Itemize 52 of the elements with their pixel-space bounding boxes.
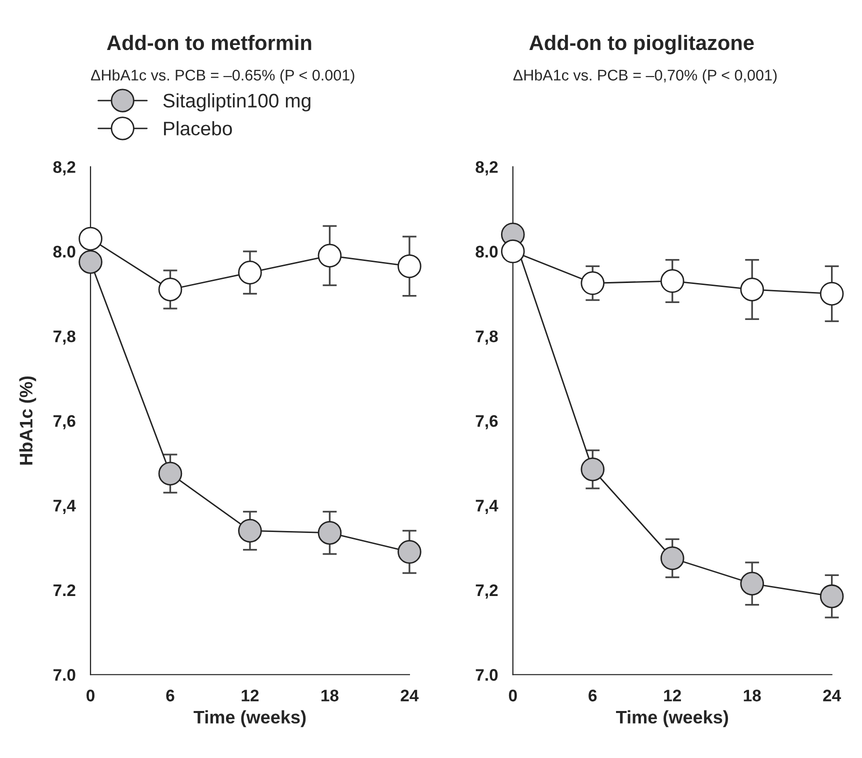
point (740, 572, 764, 596)
y-tick-label: 8,2 (53, 161, 76, 176)
point (501, 240, 525, 264)
point (580, 271, 605, 296)
point (238, 518, 262, 543)
point (820, 584, 844, 608)
chart-title: Add-on to metformin (106, 34, 312, 50)
x-tick-label: 12 (664, 690, 681, 702)
legend-label: Placebo (164, 121, 232, 136)
y-tick-label: 7,6 (476, 415, 498, 430)
y-tick-label: 7,2 (476, 584, 498, 599)
x-tick-label: 6 (588, 690, 597, 702)
y-tick-label: 7,4 (476, 500, 498, 514)
point (318, 244, 342, 268)
chart-title: Add-on to pioglitazone (529, 34, 754, 54)
y-tick-label: 8,2 (476, 161, 498, 176)
point (740, 278, 764, 302)
x-tick-label: 0 (86, 690, 94, 702)
x-tick-label: 18 (744, 690, 761, 702)
x-tick-label: 0 (508, 690, 517, 702)
x-axis-title: Time (weeks) (194, 710, 306, 728)
chart-subtitle: ΔHbA1c vs. PCB = –0.65% (P < 0.001) (90, 69, 354, 84)
x-tick-label: 12 (242, 690, 259, 702)
point (660, 269, 684, 293)
point (318, 520, 342, 545)
x-axis-title: Time (weeks) (616, 710, 728, 728)
point (820, 282, 844, 306)
point (158, 462, 182, 486)
point (398, 540, 422, 564)
chart-subtitle: ΔHbA1c vs. PCB = –0,70% (P < 0,001) (513, 69, 777, 84)
point (660, 546, 684, 570)
point (78, 226, 102, 251)
x-tick-label: 24 (400, 690, 419, 702)
y-tick-label: 7.0 (53, 669, 76, 681)
y-tick-label: 7.2 (53, 584, 76, 596)
y-tick-label: 7,8 (53, 330, 76, 345)
point (238, 260, 262, 284)
x-tick-label: 18 (321, 690, 338, 702)
point (158, 278, 182, 302)
y-tick-label: 8.0 (53, 246, 76, 258)
y-tick-label: 8.0 (476, 246, 498, 258)
point (78, 250, 102, 274)
y-tick-label: 7,4 (53, 500, 76, 514)
x-tick-label: 24 (823, 690, 842, 702)
y-tick-label: 7.0 (476, 669, 498, 681)
x-tick-label: 6 (166, 690, 174, 702)
point (398, 254, 422, 278)
y-tick-label: 7,8 (476, 330, 498, 345)
point (580, 457, 605, 482)
legend-label: Sitagliptin100 mg (163, 93, 310, 112)
y-tick-label: 7,6 (53, 415, 76, 430)
y-axis-title: HbA1c (%) (19, 376, 36, 465)
